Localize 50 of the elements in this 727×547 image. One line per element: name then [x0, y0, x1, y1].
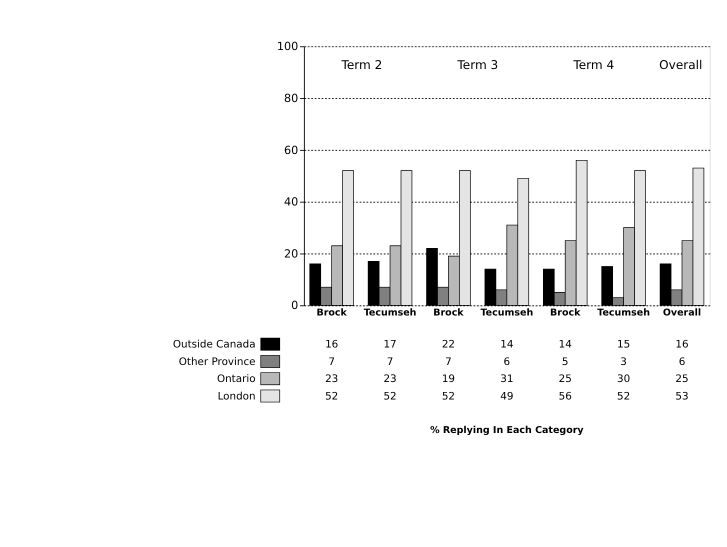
annotation: Term 2	[340, 58, 382, 72]
data-label: 22	[442, 338, 456, 351]
data-label: 17	[383, 338, 397, 351]
data-label: 14	[500, 338, 514, 351]
legend-label: Other Province	[178, 356, 256, 368]
annotation: Term 4	[572, 58, 614, 72]
x-tick-label: Brock	[550, 307, 582, 318]
data-label: 30	[617, 373, 630, 386]
y-tick-label: 40	[284, 196, 298, 209]
x-tick-label: Tecumseh	[364, 307, 417, 318]
data-label: 7	[386, 356, 394, 368]
data-label: 16	[325, 338, 338, 351]
data-label: 3	[620, 356, 627, 368]
y-tick-label: 0	[291, 299, 298, 312]
data-label: 25	[558, 373, 572, 386]
data-label: 16	[675, 338, 689, 351]
data-label: 23	[383, 373, 397, 386]
data-label: 31	[500, 373, 514, 386]
annotation: Term 3	[456, 58, 498, 72]
text: % Replying In Each Category	[430, 425, 584, 436]
data-label: 23	[325, 373, 338, 386]
x-tick-label: Tecumseh	[480, 307, 534, 318]
data-label: 7	[328, 356, 335, 368]
data-label: 25	[675, 373, 689, 386]
y-tick-label: 20	[284, 247, 298, 260]
y-tick-label: 100	[276, 40, 298, 54]
legend-label: Ontario	[216, 373, 256, 386]
data-label: 7	[445, 356, 452, 368]
x-tick-label: Overall	[662, 307, 702, 318]
annotation: Overall	[659, 58, 702, 72]
data-label: 53	[675, 390, 689, 402]
legend-label: Outside Canada	[172, 338, 256, 351]
data-label: 56	[558, 390, 572, 402]
data-label: 49	[500, 390, 514, 402]
data-label: 6	[504, 356, 510, 368]
y-tick-label: 80	[284, 92, 298, 106]
x-tick-label: Brock	[433, 307, 464, 318]
data-label: 15	[617, 338, 630, 351]
data-label: 14	[558, 338, 572, 351]
data-label: 52	[442, 390, 456, 402]
data-label: 52	[617, 390, 630, 402]
data-label: 5	[562, 356, 569, 368]
legend-label: London	[218, 390, 256, 402]
data-label: 19	[442, 373, 456, 386]
x-tick-label: Brock	[316, 307, 348, 318]
data-label: 52	[325, 390, 338, 402]
x-tick-label: Tecumseh	[597, 307, 650, 318]
data-label: 6	[678, 356, 686, 368]
data-label: 52	[383, 390, 397, 402]
y-tick-label: 60	[284, 144, 298, 157]
